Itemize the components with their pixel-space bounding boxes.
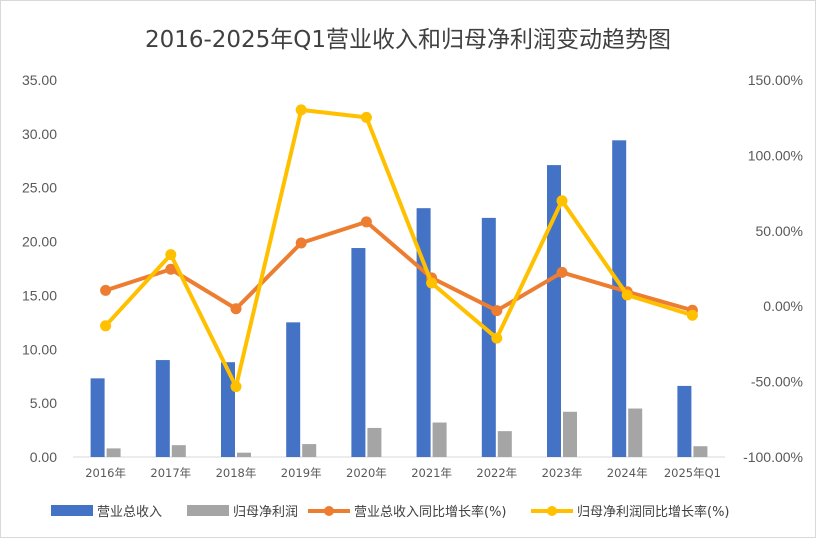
revenue-growth-line bbox=[103, 219, 695, 313]
revenue-growth-point bbox=[491, 305, 503, 317]
net-profit-growth-point bbox=[100, 320, 112, 332]
x-tick-label: 2019年 bbox=[281, 466, 322, 480]
legend-label: 营业总收入同比增长率(%) bbox=[354, 504, 507, 520]
net-profit-growth-point bbox=[491, 332, 503, 344]
y-right-tick-label: 150.00% bbox=[748, 72, 803, 88]
net-profit-bar bbox=[628, 408, 643, 457]
net-profit-bar bbox=[497, 431, 512, 457]
bar-series bbox=[90, 140, 708, 457]
revenue-growth-point bbox=[230, 303, 242, 315]
x-tick-label: 2016年 bbox=[85, 466, 126, 480]
x-tick-label: 2021年 bbox=[411, 466, 452, 480]
line-series bbox=[100, 104, 698, 393]
revenue-bar bbox=[547, 165, 561, 457]
y-right-tick-label: -50.00% bbox=[751, 374, 803, 390]
revenue-bar bbox=[677, 385, 692, 457]
net-profit-bar bbox=[106, 448, 121, 457]
net-profit-bar bbox=[693, 446, 708, 457]
net-profit-bar bbox=[302, 444, 317, 457]
legend-label: 归母净利润同比增长率(%) bbox=[577, 504, 730, 520]
revenue-bar bbox=[155, 360, 170, 457]
y-left-tick-label: 15.00 bbox=[22, 287, 57, 303]
revenue-growth-point bbox=[165, 263, 177, 275]
legend-label: 归母净利润 bbox=[233, 505, 298, 520]
chart-title: 2016-2025年Q1营业收入和归母净利润变动趋势图 bbox=[145, 27, 671, 53]
revenue-bar bbox=[612, 140, 627, 457]
axes: 0.00 5.00 10.00 15.00 20.00 25.00 30.00 35.00 -1… bbox=[22, 72, 803, 480]
revenue-bar bbox=[481, 217, 496, 457]
y-left-tick-label: 5.00 bbox=[30, 395, 57, 411]
revenue-growth-point bbox=[100, 284, 112, 296]
net-profit-bar bbox=[171, 445, 186, 457]
net-profit-growth-point bbox=[686, 309, 698, 321]
net-profit-bar bbox=[432, 422, 447, 457]
y-right-tick-label: -100.00% bbox=[743, 449, 803, 465]
legend-swatch-marker bbox=[547, 506, 557, 516]
net-profit-bar bbox=[563, 411, 577, 457]
legend-label: 营业总收入 bbox=[97, 505, 162, 520]
x-tick-label: 2018年 bbox=[216, 466, 257, 480]
y-right-tick-label: 100.00% bbox=[748, 147, 803, 163]
x-tick-label: 2024年 bbox=[607, 466, 648, 480]
revenue-growth-point bbox=[295, 237, 307, 249]
net-profit-growth-point bbox=[621, 289, 633, 301]
x-tick-label: 2023年 bbox=[542, 466, 583, 480]
net-profit-growth-point bbox=[556, 195, 568, 207]
revenue-growth-point bbox=[360, 216, 372, 228]
x-tick-label: 2020年 bbox=[346, 466, 387, 480]
y-right-tick-label: 50.00% bbox=[756, 223, 803, 239]
net-profit-growth-line bbox=[103, 107, 695, 389]
legend: 营业总收入 归母净利润 营业总收入同比增长率(%) 归母净利润同比增长率(%) bbox=[51, 504, 730, 520]
net-profit-bar bbox=[367, 427, 382, 457]
x-tick-label: 2025年Q1 bbox=[664, 466, 721, 480]
y-left-tick-label: 35.00 bbox=[22, 72, 57, 88]
net-profit-growth-point bbox=[295, 104, 307, 116]
x-tick-label: 2022年 bbox=[476, 466, 517, 480]
y-left-tick-label: 25.00 bbox=[22, 180, 57, 196]
net-profit-growth-point bbox=[426, 277, 438, 289]
x-tick-label: 2017年 bbox=[150, 466, 191, 480]
legend-swatch bbox=[51, 505, 93, 516]
net-profit-bar bbox=[237, 452, 251, 457]
revenue-bar bbox=[351, 248, 366, 457]
y-right-tick-label: 0.00% bbox=[763, 298, 803, 314]
y-left-tick-label: 0.00 bbox=[30, 449, 57, 465]
revenue-bar bbox=[286, 322, 301, 457]
revenue-bar bbox=[90, 378, 105, 457]
legend-swatch-marker bbox=[324, 506, 334, 516]
y-left-tick-label: 20.00 bbox=[22, 234, 57, 250]
net-profit-growth-point bbox=[165, 249, 177, 261]
y-left-tick-label: 10.00 bbox=[22, 341, 57, 357]
net-profit-growth-point bbox=[360, 111, 372, 123]
revenue-growth-point bbox=[556, 266, 568, 278]
y-left-tick-label: 30.00 bbox=[22, 126, 57, 142]
legend-swatch bbox=[187, 505, 229, 516]
net-profit-growth-point bbox=[230, 381, 242, 393]
